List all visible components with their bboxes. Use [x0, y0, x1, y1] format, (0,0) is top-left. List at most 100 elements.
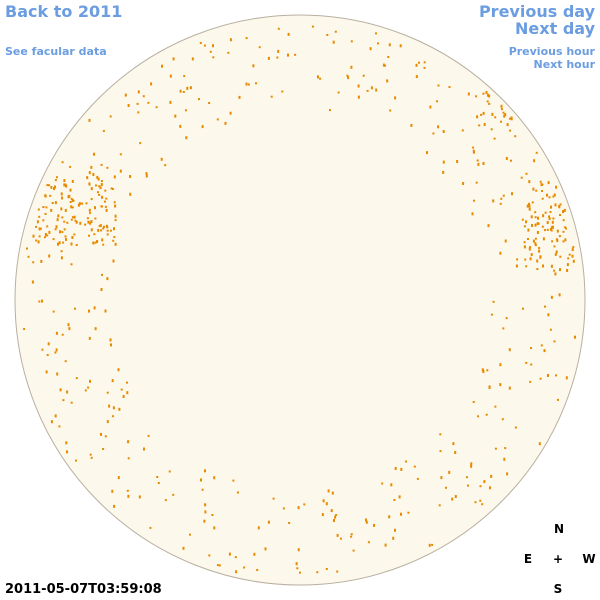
facula — [476, 159, 479, 162]
back-link[interactable]: Back to 2011 — [5, 2, 123, 21]
facula — [54, 179, 57, 182]
facula — [492, 300, 495, 303]
facula — [93, 306, 96, 310]
facula — [93, 152, 96, 156]
facula — [143, 447, 145, 451]
facula — [294, 53, 297, 56]
facula — [399, 44, 402, 48]
facula — [394, 467, 397, 470]
facula — [147, 101, 150, 104]
facula — [62, 399, 65, 402]
facula — [350, 40, 353, 43]
facula — [482, 162, 485, 165]
facula — [119, 169, 122, 173]
facula — [531, 201, 534, 204]
facula — [228, 552, 231, 556]
facula — [89, 379, 91, 383]
facula — [52, 310, 55, 313]
facula — [77, 203, 80, 207]
facula — [87, 386, 90, 389]
facula — [227, 51, 230, 54]
facula — [524, 258, 527, 261]
facula — [337, 91, 340, 94]
facula — [102, 448, 105, 450]
facula — [89, 221, 92, 225]
facula — [536, 231, 539, 234]
next-hour-link[interactable]: Next hour — [533, 58, 596, 71]
facula — [362, 74, 365, 77]
facula — [287, 32, 290, 36]
facula — [526, 204, 529, 208]
facula — [179, 89, 182, 93]
facula — [482, 111, 485, 115]
facula — [528, 247, 531, 251]
facula — [472, 149, 475, 153]
facula — [48, 254, 51, 258]
facula — [486, 100, 489, 103]
facula — [185, 136, 188, 140]
facula — [499, 383, 502, 387]
facula — [189, 86, 192, 90]
facula — [553, 340, 556, 343]
facula — [542, 237, 545, 241]
facula — [112, 239, 115, 242]
facula — [476, 115, 479, 119]
facular-link[interactable]: See facular data — [5, 45, 107, 58]
facula — [106, 420, 109, 424]
facula — [466, 476, 468, 479]
facula — [487, 224, 490, 228]
facula — [48, 184, 50, 187]
facula — [90, 198, 93, 201]
facula — [55, 331, 58, 335]
sun-disk — [14, 14, 586, 586]
facula — [437, 125, 440, 129]
facula — [94, 217, 97, 220]
facula — [110, 187, 113, 190]
facula — [508, 348, 511, 352]
facula — [58, 425, 61, 428]
facula — [86, 176, 89, 180]
facula — [554, 203, 557, 207]
facula — [38, 235, 41, 238]
facula — [508, 117, 511, 120]
facula — [472, 401, 475, 403]
facula — [500, 104, 503, 108]
facula — [71, 206, 74, 209]
facula — [543, 349, 546, 353]
previous-hour-link[interactable]: Previous hour — [508, 45, 595, 58]
facula — [204, 503, 207, 507]
facula — [282, 507, 285, 510]
facula — [528, 180, 531, 184]
facula — [277, 49, 280, 53]
facula — [35, 225, 38, 228]
facula — [544, 229, 546, 232]
facula — [139, 142, 142, 145]
facula — [113, 504, 116, 508]
facula — [113, 227, 115, 231]
facula — [448, 86, 451, 88]
facula — [303, 503, 306, 506]
facula — [112, 406, 115, 410]
previous-day-link[interactable]: Previous day — [478, 2, 595, 21]
facula — [322, 499, 325, 503]
facula — [106, 229, 109, 232]
facula — [491, 112, 494, 116]
next-day-link[interactable]: Next day — [515, 19, 595, 38]
facula — [394, 96, 397, 100]
facula — [531, 224, 533, 227]
facula — [136, 102, 139, 105]
facula — [256, 569, 259, 571]
facula — [571, 248, 574, 252]
facula — [319, 77, 322, 80]
facula — [335, 514, 338, 516]
facula — [542, 214, 545, 218]
facula — [502, 111, 505, 114]
facula — [52, 238, 55, 241]
facula — [504, 239, 507, 243]
facula — [111, 489, 114, 493]
facula — [502, 194, 505, 197]
facula — [509, 129, 512, 132]
facula — [467, 484, 469, 487]
facula — [566, 269, 569, 272]
facula — [276, 56, 279, 59]
